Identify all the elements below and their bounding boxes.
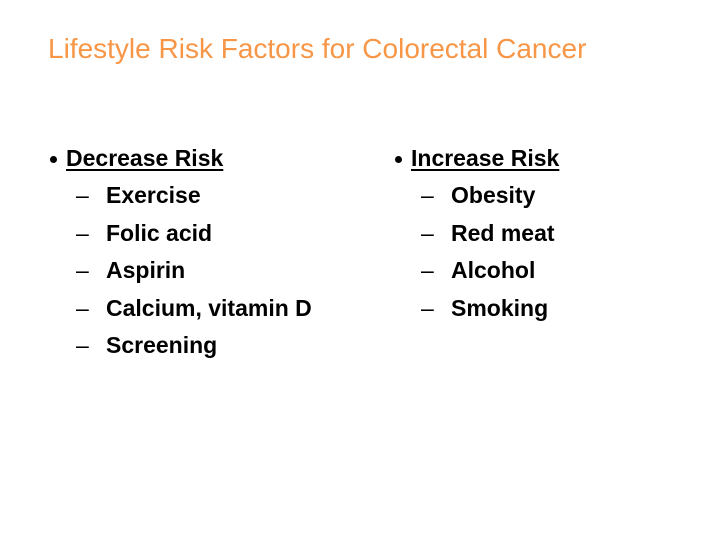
list-item-label: Red meat xyxy=(451,219,555,246)
decrease-risk-column: Decrease Risk – Exercise – Folic acid – Asp… xyxy=(50,140,312,365)
list-item: – Folic acid xyxy=(50,215,312,253)
list-item: – Obesity xyxy=(395,177,559,215)
slide-title: Lifestyle Risk Factors for Colorectal Ca… xyxy=(48,33,587,64)
decrease-risk-heading-item: Decrease Risk xyxy=(50,140,312,177)
increase-risk-heading: Increase Risk xyxy=(411,145,560,171)
increase-risk-column: Increase Risk – Obesity – Red meat – Alcoho… xyxy=(395,140,559,327)
list-item-label: Exercise xyxy=(106,182,201,208)
dash-icon: – xyxy=(76,219,89,246)
dash-icon: – xyxy=(76,182,89,208)
list-item-label: Smoking xyxy=(451,294,549,321)
decrease-risk-list: – Exercise – Folic acid – Aspirin – Calcium,… xyxy=(50,177,312,365)
list-item: – Exercise xyxy=(50,177,312,215)
dash-icon: – xyxy=(76,294,89,321)
list-item: – Calcium, vitamin D xyxy=(50,290,312,328)
decrease-risk-heading: Decrease Risk xyxy=(66,145,224,171)
bullet-dot-icon xyxy=(50,156,57,163)
list-item: – Red meat xyxy=(395,215,559,253)
list-item: – Screening xyxy=(50,327,312,365)
list-item: – Alcohol xyxy=(395,252,559,290)
dash-icon: – xyxy=(421,294,434,321)
dash-icon: – xyxy=(76,332,89,358)
list-item: – Smoking xyxy=(395,290,559,328)
dash-icon: – xyxy=(421,182,434,208)
list-item-label: Obesity xyxy=(451,182,536,208)
list-item-label: Screening xyxy=(106,332,218,358)
list-item-label: Calcium, vitamin D xyxy=(106,294,312,321)
increase-risk-list: – Obesity – Red meat – Alcohol – Smoking xyxy=(395,177,559,327)
list-item: – Aspirin xyxy=(50,252,312,290)
bullet-dot-icon xyxy=(395,156,402,163)
list-item-label: Alcohol xyxy=(451,257,536,283)
list-item-label: Folic acid xyxy=(106,219,213,246)
list-item-label: Aspirin xyxy=(106,257,186,283)
increase-risk-heading-item: Increase Risk xyxy=(395,140,559,177)
dash-icon: – xyxy=(421,257,434,283)
dash-icon: – xyxy=(421,219,434,246)
dash-icon: – xyxy=(76,257,89,283)
